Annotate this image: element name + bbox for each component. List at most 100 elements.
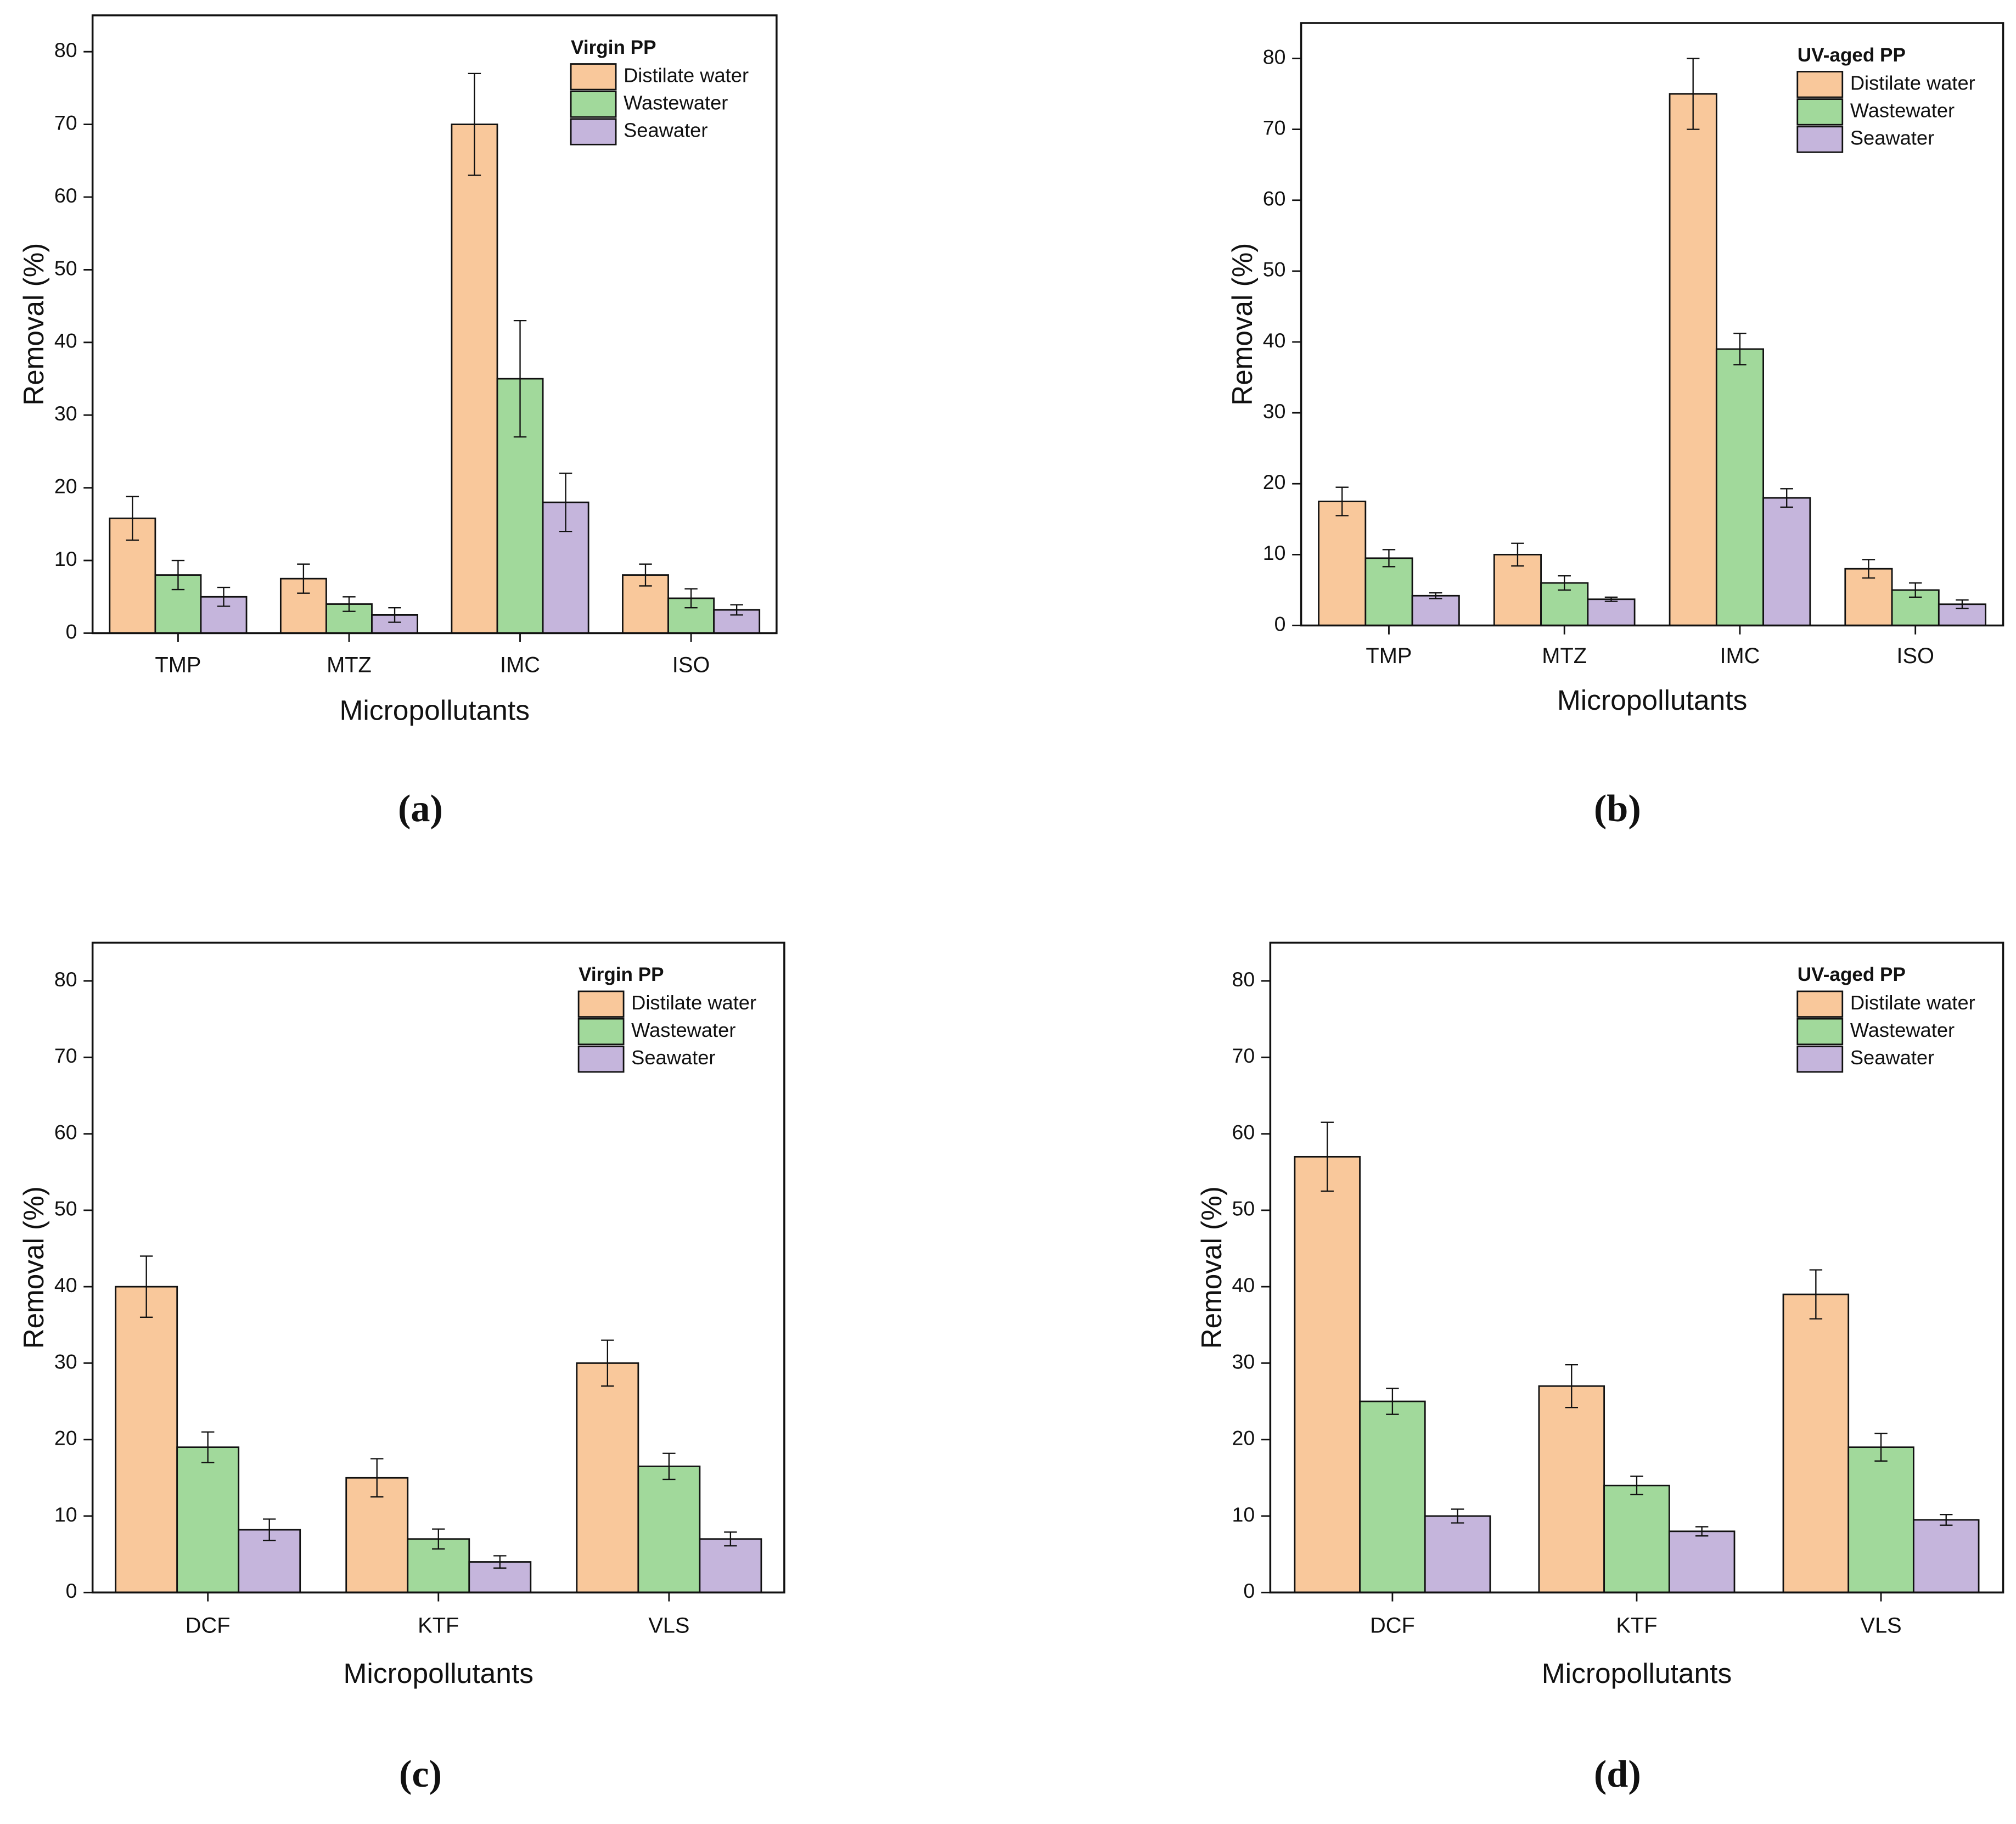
y-tick-label: 10	[54, 1503, 77, 1526]
error-bar	[662, 1452, 676, 1480]
x-axis-title: Micropollutants	[1557, 684, 1748, 716]
legend-swatch	[1796, 98, 1844, 126]
x-tick-label: TMP	[1366, 644, 1412, 668]
y-tick-label: 40	[54, 1273, 77, 1297]
error-bar	[1695, 1526, 1709, 1537]
legend-swatch	[577, 990, 625, 1018]
error-bar	[1940, 1513, 1953, 1526]
y-tick-label: 60	[54, 1121, 77, 1144]
y-tick-label: 70	[1263, 116, 1286, 139]
bar	[1668, 1530, 1736, 1593]
bar	[622, 574, 669, 634]
y-tick-label: 30	[54, 1350, 77, 1373]
y-tick-label: 70	[54, 111, 77, 134]
bar	[1538, 1385, 1605, 1593]
error-bar	[1733, 333, 1747, 366]
plot-frame	[1269, 941, 2004, 1593]
y-tick-label: 0	[66, 1579, 77, 1602]
chart-panel: 0 10 20 30 40 50 60 70 80 DCF KTF VLS Micropollutant…	[18, 941, 785, 1795]
error-bar	[1874, 1433, 1888, 1462]
y-tick-label: 40	[54, 329, 77, 352]
legend-label: Seawater	[631, 1046, 715, 1069]
legend-title: Virgin PP	[579, 964, 664, 985]
y-axis-title: Removal (%)	[18, 243, 49, 406]
chart-panel: 0 10 20 30 40 50 60 70 80 TMP MTZ IMC ISO Micropollut…	[18, 14, 778, 830]
error-bar	[342, 596, 356, 612]
y-tick-label: 60	[1263, 187, 1286, 210]
legend-title: Virgin PP	[571, 37, 656, 58]
y-axis-title: Removal (%)	[18, 1186, 49, 1349]
error-bar	[559, 473, 572, 532]
error-bar	[1321, 1121, 1334, 1192]
x-tick-label: DCF	[186, 1614, 231, 1638]
y-tick-label: 50	[54, 1197, 77, 1220]
legend-swatch	[1796, 1018, 1844, 1046]
legend-label: Wastewater	[1850, 99, 1955, 122]
bar	[1587, 598, 1636, 626]
bar	[1359, 1400, 1426, 1593]
legend-swatch	[570, 63, 617, 91]
x-axis-title: Micropollutants	[340, 694, 530, 726]
error-bar	[1630, 1475, 1643, 1496]
y-tick-label: 20	[1232, 1427, 1255, 1450]
bar	[1411, 594, 1460, 626]
x-tick-label: DCF	[1370, 1614, 1415, 1638]
bar	[1603, 1484, 1670, 1593]
error-bar	[601, 1339, 614, 1387]
x-axis-title: Micropollutants	[1542, 1657, 1732, 1689]
x-tick-label: KTF	[1616, 1614, 1657, 1638]
y-tick-label: 60	[1232, 1121, 1255, 1144]
bar	[1669, 93, 1717, 626]
bar	[1364, 557, 1413, 626]
error-bar	[1451, 1508, 1464, 1524]
legend-swatch	[1796, 1045, 1844, 1073]
error-bar	[217, 586, 231, 607]
error-bar	[388, 607, 401, 623]
error-bar	[1862, 559, 1875, 579]
error-bar	[639, 563, 652, 587]
legend-swatch	[570, 118, 617, 145]
bar	[1294, 1155, 1361, 1593]
legend-label: Seawater	[624, 119, 707, 142]
y-axis-title: Removal (%)	[1195, 1186, 1227, 1349]
bar	[637, 1466, 701, 1593]
x-tick-label: MTZ	[327, 653, 372, 677]
y-tick-label: 80	[54, 968, 77, 991]
bar	[1782, 1293, 1850, 1593]
error-bar	[513, 319, 527, 438]
x-tick-label: IMC	[1720, 644, 1760, 668]
legend-label: Distilate water	[624, 64, 749, 86]
error-bar	[1335, 486, 1349, 517]
y-tick-label: 0	[1243, 1579, 1255, 1602]
legend-label: Seawater	[1850, 1046, 1934, 1069]
error-bar	[139, 1255, 153, 1318]
x-tick-label: MTZ	[1542, 644, 1587, 668]
y-tick-label: 20	[54, 1427, 77, 1450]
x-tick-label: ISO	[672, 653, 710, 677]
plot-frame	[91, 14, 778, 635]
y-tick-label: 80	[54, 38, 77, 61]
bar	[1847, 1446, 1914, 1593]
y-tick-label: 50	[1232, 1197, 1255, 1220]
error-bar	[1908, 582, 1922, 598]
bar	[576, 1362, 639, 1593]
error-bar	[201, 1431, 215, 1463]
error-bar	[1386, 1388, 1399, 1415]
legend-swatch	[1796, 126, 1844, 153]
y-tick-label: 40	[1232, 1273, 1255, 1297]
error-bar	[1809, 1269, 1823, 1320]
legend-label: Wastewater	[624, 92, 728, 114]
panel-label: (b)	[1594, 788, 1641, 830]
legend-label: Distilate water	[1850, 71, 1975, 94]
bar	[1912, 1519, 1980, 1593]
y-tick-label: 70	[54, 1044, 77, 1067]
error-bar	[171, 559, 185, 591]
legend-title: UV-aged PP	[1798, 44, 1906, 66]
y-tick-label: 70	[1232, 1044, 1255, 1067]
y-tick-label: 10	[1263, 541, 1286, 564]
error-bar	[1780, 488, 1793, 508]
bar	[1762, 497, 1811, 626]
legend-label: Wastewater	[631, 1019, 735, 1041]
legend-swatch	[570, 91, 617, 118]
bar	[1318, 501, 1367, 626]
